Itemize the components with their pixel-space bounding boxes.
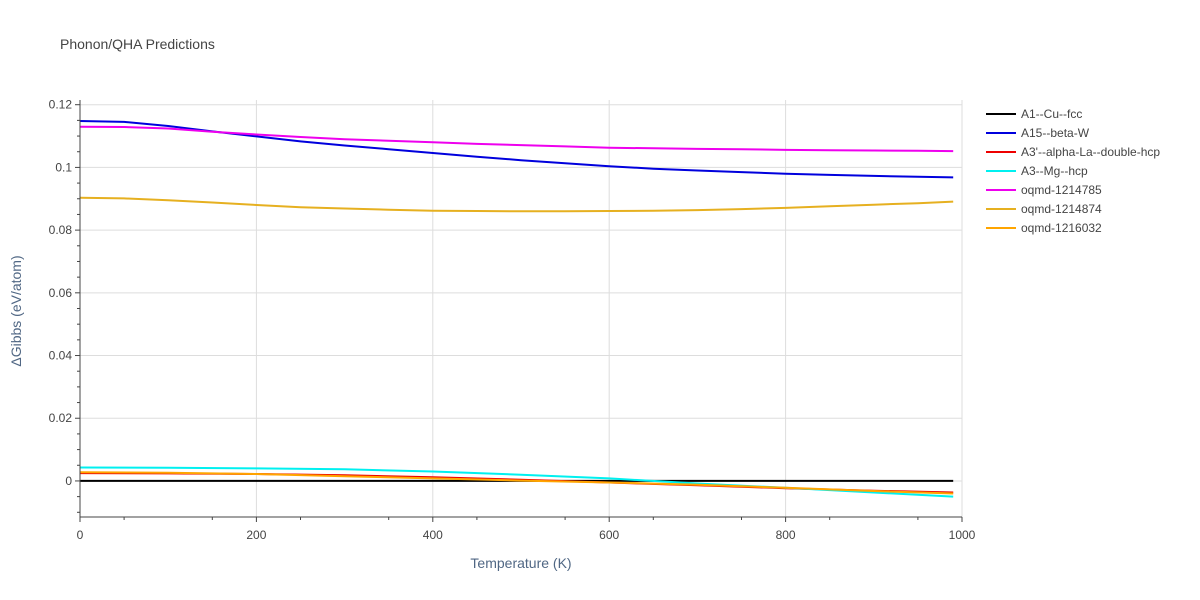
legend-label: A1--Cu--fcc (1021, 107, 1082, 121)
series-lines (79, 120, 954, 498)
x-axis-ticks: 0 200 400 600 800 1000 (77, 517, 976, 542)
x-tick-label: 1000 (949, 528, 976, 542)
y-tick-label: 0.06 (49, 286, 73, 300)
y-tick-label: 0.02 (49, 411, 73, 425)
series-line-a3-mg-hcp (79, 466, 954, 498)
legend-label: A3--Mg--hcp (1021, 164, 1088, 178)
y-tick-label: 0 (65, 474, 72, 488)
legend-label: A3'--alpha-La--double-hcp (1021, 145, 1160, 159)
legend-item[interactable]: A1--Cu--fcc (986, 107, 1082, 121)
series-line-oqmd-1214785 (79, 125, 954, 153)
y-axis-ticks: 0 0.02 0.04 0.06 0.08 0.1 0.12 (49, 98, 80, 513)
legend-item[interactable]: oqmd-1216032 (986, 221, 1102, 235)
x-tick-label: 600 (599, 528, 619, 542)
legend-item[interactable]: A15--beta-W (986, 126, 1090, 140)
legend-item[interactable]: A3--Mg--hcp (986, 164, 1088, 178)
legend-label: oqmd-1216032 (1021, 221, 1102, 235)
legend-item[interactable]: oqmd-1214785 (986, 183, 1102, 197)
series-line-oqmd-1214874 (79, 196, 954, 213)
y-axis-title: ΔGibbs (eV/atom) (8, 255, 24, 366)
legend-label: oqmd-1214874 (1021, 202, 1102, 216)
x-tick-label: 400 (423, 528, 443, 542)
axes (79, 100, 962, 518)
legend-item[interactable]: oqmd-1214874 (986, 202, 1102, 216)
legend: A1--Cu--fcc A15--beta-W A3'--alpha-La--dou… (986, 107, 1160, 235)
series-line-oqmd-1216032 (79, 471, 954, 495)
legend-item[interactable]: A3'--alpha-La--double-hcp (986, 145, 1160, 159)
x-axis-title: Temperature (K) (470, 555, 571, 571)
y-tick-label: 0.12 (49, 98, 73, 112)
legend-label: A15--beta-W (1021, 126, 1090, 140)
legend-label: oqmd-1214785 (1021, 183, 1102, 197)
y-tick-label: 0.08 (49, 223, 73, 237)
chart-title: Phonon/QHA Predictions (60, 36, 215, 52)
y-tick-label: 0.1 (55, 160, 72, 174)
grid-lines (80, 100, 963, 517)
x-tick-label: 800 (776, 528, 796, 542)
y-tick-label: 0.04 (49, 349, 73, 363)
x-tick-label: 0 (77, 528, 84, 542)
x-tick-label: 200 (246, 528, 266, 542)
